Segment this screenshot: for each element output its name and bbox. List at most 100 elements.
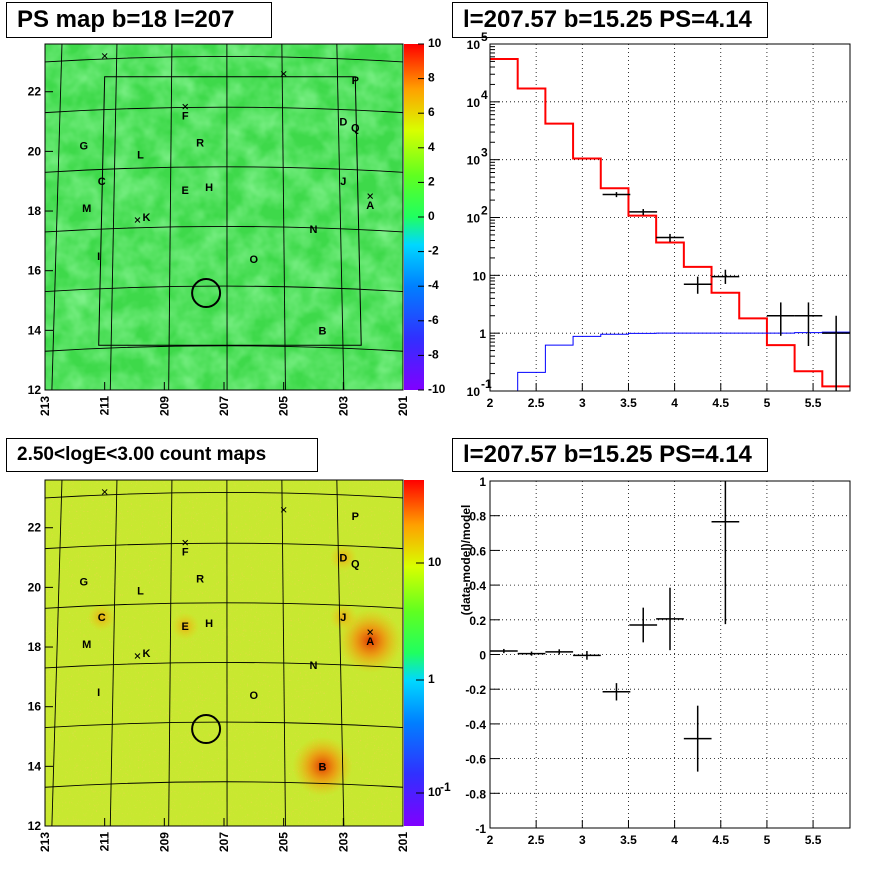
- ps-x-tick-label: 207: [217, 396, 231, 416]
- spectrum-x-tick-label: 4: [671, 396, 678, 410]
- ps-source-label: I: [97, 251, 100, 263]
- cnt-x-tick-label: 205: [277, 832, 291, 852]
- ps-colorbar-tick-label: -8: [428, 347, 439, 361]
- ps-y-tick-label: 20: [28, 144, 42, 158]
- ps-map-sources: A B C D E F G H I J K L M N O P Q R: [80, 53, 374, 337]
- spectrum-title: l=207.57 b=15.25 PS=4.14: [452, 2, 768, 38]
- ps-y-tick-label: 14: [28, 323, 42, 337]
- residual-x-tick-label: 5: [764, 833, 771, 847]
- cnt-test-position-circle: [191, 714, 222, 745]
- residual-x-tick-label: 2: [487, 833, 494, 847]
- ps-roi-boundary: [98, 76, 362, 346]
- residual-x-tick-label: 5.5: [805, 833, 822, 847]
- spectrum-data: [490, 58, 850, 391]
- count-colorbar-tick-label: 10: [428, 555, 442, 569]
- cnt-grid-meridian: [336, 480, 345, 826]
- spectrum-y-tick-exponent: 3: [481, 146, 488, 160]
- ps-source-label: H: [205, 182, 213, 194]
- cnt-x-tick-label: 213: [38, 832, 52, 852]
- residual-y-tick-label: 0.4: [469, 579, 486, 593]
- ps-source-marker: [134, 217, 141, 223]
- ps-colorbar-tick-label: 10: [428, 36, 442, 50]
- residual-y-tick-label: 0.8: [469, 510, 486, 524]
- ps-source-label: J: [340, 176, 346, 188]
- spectrum-y-tick-exponent: -1: [481, 377, 492, 391]
- residual-data: [490, 481, 740, 772]
- cnt-grid-parallel: [45, 721, 403, 729]
- ps-x-tick-label: 203: [336, 396, 350, 416]
- spectrum-x-tick-label: 2.5: [528, 396, 545, 410]
- cnt-source-label: L: [137, 585, 144, 597]
- cnt-source-label: I: [97, 687, 100, 699]
- cnt-source-marker: [367, 629, 374, 635]
- ps-source-label: P: [352, 75, 359, 87]
- residual-y-tick-label: 0.2: [469, 614, 486, 628]
- residual-y-tick-label: 0: [479, 649, 486, 663]
- count-map-warm-D: [329, 543, 358, 572]
- ps-source-label: E: [182, 185, 189, 197]
- count-map-warm-E: [171, 612, 200, 641]
- cnt-grid-parallel: [45, 781, 403, 788]
- count-colorbar-tick-label: 10: [428, 785, 442, 799]
- ps-y-tick-label: 22: [28, 85, 42, 99]
- ps-source-label: L: [137, 149, 144, 161]
- cnt-y-tick-label: 22: [28, 521, 42, 535]
- ps-map-colorbar-ticks: 10 8 6 4 2 0 -2 -4 -6 -8 -10: [418, 36, 446, 396]
- ps-map-texture: [45, 44, 403, 390]
- ps-x-tick-label: 209: [157, 396, 171, 416]
- ps-x-tick-label: 211: [98, 396, 112, 416]
- ps-colorbar-tick-label: 6: [428, 105, 435, 119]
- cnt-source-marker: [134, 653, 141, 659]
- spectrum-y-tick-label: 1: [479, 327, 486, 341]
- residual-y-tick-label: -0.2: [465, 683, 486, 697]
- ps-source-label: G: [80, 140, 89, 152]
- ps-source-marker: [182, 103, 189, 110]
- ps-map-coordinate-grid: [45, 44, 403, 390]
- ps-source-label: B: [318, 325, 326, 337]
- ps-grid-parallel: [45, 55, 403, 63]
- cnt-source-label: G: [80, 576, 89, 588]
- spectrum-y-tick-label: 10: [473, 269, 487, 283]
- residual-y-tick-label: -0.6: [465, 753, 486, 767]
- residual-x-tick-label: 3: [579, 833, 586, 847]
- ps-source-label: F: [182, 111, 189, 123]
- ps-colorbar-tick-label: 0: [428, 209, 435, 223]
- spectrum-model-histogram: [490, 58, 850, 388]
- spectrum-x-tick-label: 2: [487, 396, 494, 410]
- cnt-grid-parallel: [45, 602, 403, 609]
- ps-x-tick-label: 205: [277, 396, 291, 416]
- cnt-source-label: F: [182, 547, 189, 559]
- cnt-grid-meridian: [51, 480, 63, 826]
- cnt-source-label: O: [250, 690, 259, 702]
- cnt-source-marker: [182, 539, 189, 546]
- count-map-axes: 213 211 209 207 205 203 201 12 14 16 18 20 22: [28, 521, 410, 852]
- cnt-source-label: K: [142, 648, 150, 660]
- count-map-warm-J: [329, 603, 358, 632]
- ps-grid-parallel: [45, 285, 403, 293]
- spectrum-y-tick-label: 10: [467, 154, 481, 168]
- cnt-source-marker: [101, 489, 108, 495]
- count-map-coordinate-grid: [45, 480, 403, 826]
- ps-colorbar-tick-label: 8: [428, 71, 435, 85]
- ps-source-label: O: [250, 254, 259, 266]
- ps-source-label: C: [98, 176, 106, 188]
- ps-source-label: R: [196, 137, 204, 149]
- cnt-source-label: D: [339, 553, 347, 565]
- cnt-x-tick-label: 203: [336, 832, 350, 852]
- cnt-x-tick-label: 207: [217, 832, 231, 852]
- cnt-source-label: M: [82, 639, 91, 651]
- spectrum-y-tick-label: 10: [467, 38, 481, 52]
- spectrum-x-tick-label: 3: [579, 396, 586, 410]
- residual-x-tick-label: 2.5: [528, 833, 545, 847]
- ps-source-label: Q: [351, 123, 360, 135]
- residual-x-tick-label: 3.5: [620, 833, 637, 847]
- ps-source-label: M: [82, 203, 91, 215]
- ps-source-marker: [280, 70, 287, 77]
- ps-grid-meridian: [51, 44, 63, 390]
- cnt-source-label: J: [340, 612, 346, 624]
- residual-y-axis-label: (data-model)/model: [459, 505, 473, 616]
